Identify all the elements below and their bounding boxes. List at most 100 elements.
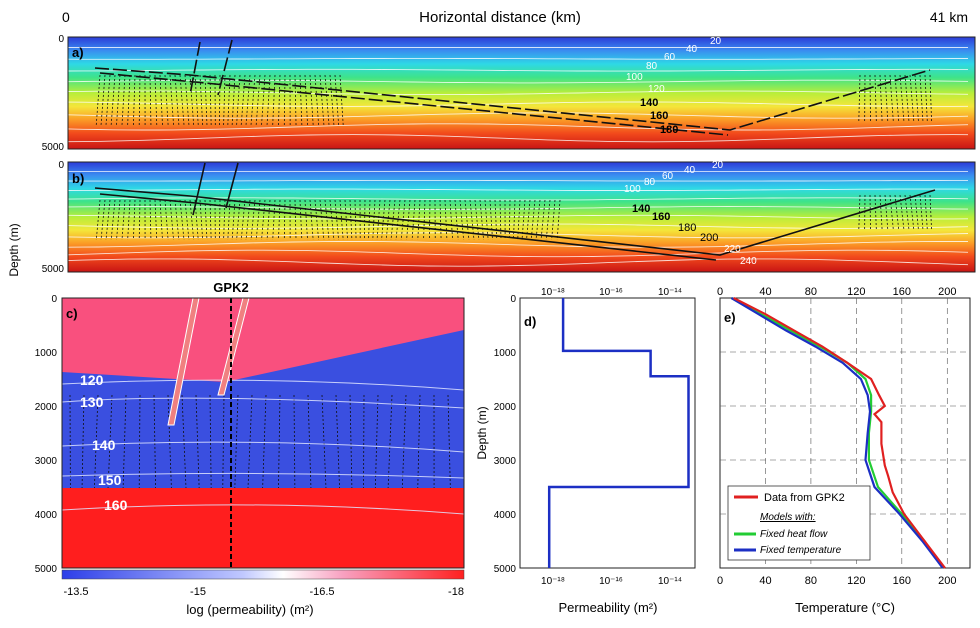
flow-vector [307, 394, 312, 489]
flow-vector [132, 74, 136, 126]
flow-vector [556, 199, 561, 241]
flow-vector [489, 199, 493, 241]
panel-d-top-tick-2: 10⁻¹⁴ [658, 287, 682, 298]
flow-vector [508, 199, 511, 241]
flow-vector [444, 199, 448, 241]
colorbar [61, 569, 465, 580]
x-end-label: 41 km [930, 9, 968, 25]
flow-vector [869, 194, 871, 231]
panel-e-label: e) [724, 310, 736, 325]
flow-vector [914, 194, 919, 231]
isotherm-160 [68, 223, 969, 229]
iso-c-160: 160 [104, 497, 128, 513]
flow-vector [174, 74, 180, 126]
panel-d-xlabel: Permeability (m²) [559, 600, 658, 615]
flow-vector [227, 74, 231, 126]
panel-b-fault-lines [94, 162, 936, 261]
gpk2-label: GPK2 [213, 280, 248, 295]
flow-vector [339, 199, 344, 241]
flow-vector [363, 199, 366, 241]
flow-vector [278, 394, 281, 489]
flow-vector [105, 199, 111, 241]
flow-vector [107, 394, 113, 489]
flow-vector [164, 74, 169, 126]
flow-vector [894, 194, 900, 231]
flow-vector [189, 74, 195, 126]
flow-vector [240, 74, 246, 126]
flow-vector [169, 199, 174, 241]
flow-vector [459, 199, 465, 241]
iso-a-160: 160 [650, 110, 668, 122]
iso-a-20: 20 [710, 36, 722, 47]
isotherm-40 [68, 179, 968, 182]
flow-vector [189, 199, 195, 241]
flow-vector [428, 199, 431, 241]
flow-vector [236, 74, 241, 126]
panel-e-bottom-tick: 0 [717, 575, 723, 587]
flow-vector [283, 74, 286, 126]
panel-c-ytick-4000: 4000 [35, 510, 58, 521]
flow-vector [184, 74, 190, 126]
panel-e-top-tick: 200 [938, 286, 956, 298]
flow-vector [376, 199, 381, 241]
flow-vector [339, 74, 344, 126]
panel-b-tick-top: 0 [58, 160, 64, 171]
panel-c-fault-right [217, 298, 250, 396]
flow-vector [390, 199, 396, 241]
iso-a-120: 120 [648, 84, 665, 95]
panel-d-label: d) [524, 314, 536, 329]
isotherm-100 [68, 90, 969, 96]
flow-vector [167, 394, 172, 489]
flow-vector [278, 74, 281, 126]
panel-c-ytick-3000: 3000 [35, 456, 58, 467]
flow-vector [324, 199, 330, 241]
flow-vector [278, 199, 281, 241]
panel-d: d) 10⁻¹⁸ 10⁻¹⁶ 10⁻¹⁴ 10⁻¹⁸ 10⁻¹⁶ 10⁻¹⁴ 0… [475, 287, 696, 615]
flow-vector [222, 394, 225, 489]
flow-vector [204, 74, 208, 126]
flow-vector [304, 74, 308, 126]
iso-b-100: 100 [624, 184, 641, 195]
colorbar-tick-2: -16.5 [309, 586, 334, 598]
flow-vector [116, 199, 121, 241]
flow-vector [335, 394, 340, 489]
header-title: Horizontal distance (km) [419, 9, 581, 26]
isotherm-60 [68, 68, 968, 72]
flow-vector [368, 199, 371, 241]
flow-vector [132, 199, 136, 241]
panel-e-legend: Data from GPK2 Models with: Fixed heat f… [727, 485, 871, 561]
flow-vector [381, 199, 386, 241]
flow-vector [266, 199, 271, 241]
flow-vector [387, 394, 393, 489]
iso-b-60: 60 [662, 171, 674, 182]
flow-vector [110, 74, 116, 126]
panel-e-top-tick: 160 [893, 286, 911, 298]
panel-d-ylabel: Depth (m) [475, 406, 489, 459]
flow-vector [551, 199, 556, 241]
colorbar-label: log (permeability) (m²) [186, 602, 313, 617]
flow-vector [924, 194, 928, 231]
depth-axis-label: Depth (m) [7, 223, 21, 276]
panel-c-flow-vectors [69, 394, 451, 489]
panel-c-ytick-1000: 1000 [35, 348, 58, 359]
panel-a: a) 0 5000 20 40 60 80 100 120 140 160 18… [42, 34, 976, 153]
isotherm-100 [68, 206, 969, 210]
flow-vector [447, 394, 451, 489]
flow-vector [209, 394, 212, 489]
panel-c-fault-left [167, 298, 200, 426]
iso-b-180: 180 [678, 222, 696, 234]
iso-a-80: 80 [646, 61, 658, 72]
flow-vector [293, 394, 296, 489]
flow-vector [223, 199, 226, 241]
flow-vector [319, 199, 325, 241]
panel-b-tick-bottom: 5000 [42, 264, 65, 275]
flow-vector [219, 74, 221, 126]
iso-a-60: 60 [664, 52, 676, 63]
panel-d-top-tick-0: 10⁻¹⁸ [541, 287, 565, 298]
isotherm-220 [68, 249, 969, 258]
iso-a-180: 180 [660, 124, 678, 136]
series-data-gpk2 [733, 297, 946, 569]
isotherm-140 [68, 112, 969, 119]
flow-vector [272, 199, 276, 241]
panel-d-ytick-2000: 2000 [494, 402, 517, 413]
